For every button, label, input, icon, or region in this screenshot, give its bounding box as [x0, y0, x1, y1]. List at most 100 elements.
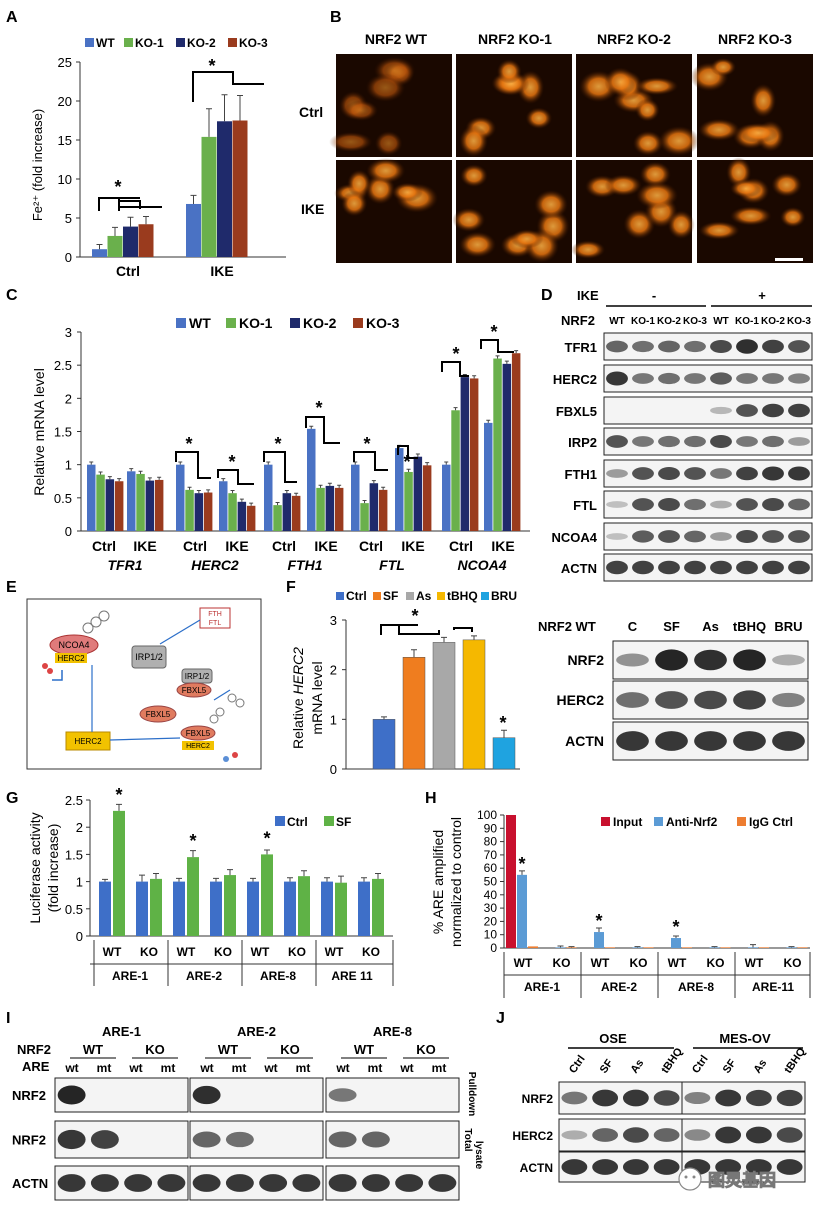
sig-star: * — [518, 854, 525, 874]
error-bar — [117, 478, 122, 482]
error-bar — [107, 476, 112, 480]
band — [762, 560, 784, 575]
band — [658, 466, 680, 481]
blot-label: NRF2 — [12, 1088, 46, 1103]
herc2-label: HERC2 — [74, 737, 102, 746]
bar-ko-3 — [511, 353, 521, 531]
error-bar — [415, 453, 420, 457]
panel-b: B NRF2 WT NRF2 KO-1 NRF2 KO-2 NRF2 KO-3 … — [299, 9, 813, 263]
group-label: ARE-8 — [260, 969, 296, 983]
cond-label: IKE — [225, 538, 248, 554]
herc2-label: HERC2 — [57, 654, 85, 663]
lane-label: wt — [64, 1061, 78, 1075]
col-nrf2-ko2: NRF2 KO-2 — [597, 31, 671, 47]
error-bar — [230, 490, 235, 494]
y-ticks: 0 0.5 1 1.5 2 2.5 3 — [54, 325, 81, 539]
y-tick-label: 10 — [484, 928, 498, 942]
band — [561, 1159, 588, 1175]
sub-label: KO — [630, 956, 648, 970]
gene-fth1: FTH1 — [288, 557, 323, 573]
cell — [341, 190, 368, 217]
genotype-ko: KO — [145, 1042, 165, 1057]
band — [90, 1130, 119, 1149]
bar-anti-nrf2 — [517, 874, 527, 948]
bar-anti-nrf2 — [632, 947, 643, 948]
arrow — [159, 619, 201, 645]
error-bar — [176, 877, 182, 882]
lane-label: SF — [721, 1057, 739, 1076]
band — [124, 1174, 153, 1192]
lane-label: As — [702, 619, 719, 634]
arrow — [109, 737, 181, 741]
cell — [366, 158, 406, 184]
band — [788, 498, 810, 511]
band — [622, 1159, 649, 1175]
panel-a-label: A — [6, 9, 18, 26]
sub-label: WT — [251, 945, 270, 959]
bar-igg-ctrl — [566, 947, 577, 948]
error-bar — [266, 461, 271, 465]
lane-label: C — [628, 619, 638, 634]
sig-star: * — [490, 322, 497, 342]
cell — [771, 172, 803, 198]
herc2-label: HERC2 — [186, 743, 210, 750]
y-tick-label: 0 — [490, 941, 497, 955]
band — [710, 532, 732, 541]
bar-ko-2 — [194, 493, 204, 531]
bar-wt — [484, 422, 493, 531]
error-bar — [190, 194, 197, 204]
panel-j-label: J — [496, 1010, 505, 1027]
band — [616, 653, 649, 667]
bar-ko-2 — [325, 485, 335, 531]
band — [157, 1174, 186, 1192]
y-axis-label-2: normalized to control — [448, 817, 464, 947]
cell — [510, 229, 544, 249]
y-tick-label: 3 — [330, 613, 337, 628]
fbxl5-label: FBXL5 — [182, 686, 207, 695]
band — [653, 1128, 680, 1142]
band — [762, 373, 784, 384]
band — [736, 436, 758, 447]
y-tick-label: 0.5 — [65, 902, 83, 917]
y-tick-label: 10 — [58, 172, 72, 187]
legend-ko2: KO-2 — [187, 36, 216, 50]
group-label: ARE-8 — [678, 980, 714, 994]
legend-label: As — [416, 589, 432, 603]
cond-label: IKE — [401, 538, 424, 554]
blot-label: FBXL5 — [556, 404, 597, 419]
error-bar — [206, 108, 212, 137]
band — [658, 497, 680, 512]
error-bar — [381, 486, 386, 490]
band — [684, 1091, 711, 1105]
blot-head: NRF2 WT — [538, 619, 596, 634]
band — [788, 437, 810, 446]
bar-sf — [335, 882, 347, 936]
bar-wt — [92, 249, 107, 257]
lane-label: As — [629, 1057, 647, 1075]
bar-ko-1 — [273, 505, 282, 531]
herc2-node — [65, 731, 111, 751]
band — [776, 1127, 803, 1143]
bar-as — [432, 642, 456, 770]
total-label: Total — [462, 1128, 473, 1151]
band — [684, 1129, 711, 1141]
bar-ko-1 — [316, 487, 325, 531]
sig-star: * — [185, 434, 192, 454]
lane-labels: WT KO-1 KO-2 KO-3 WT KO-1 KO-2 KO-3 — [609, 316, 811, 327]
band — [658, 560, 680, 575]
sig-star-ike: * — [208, 56, 215, 76]
bars: * * * — [506, 815, 808, 948]
lane-label: wt — [263, 1061, 277, 1075]
y-tick-label: 1.5 — [54, 425, 72, 440]
blot-label: NRF2 — [567, 652, 604, 668]
panel-c-label: C — [6, 287, 18, 304]
y-tick-label: 0 — [330, 762, 337, 777]
error-bar — [102, 878, 108, 882]
y-tick-label: 3 — [65, 325, 72, 340]
ike-plus: + — [758, 288, 766, 303]
legend-swatch-ko3 — [353, 318, 363, 328]
y-tick-label: 2.5 — [65, 793, 83, 808]
band — [606, 501, 628, 508]
band — [632, 498, 654, 511]
